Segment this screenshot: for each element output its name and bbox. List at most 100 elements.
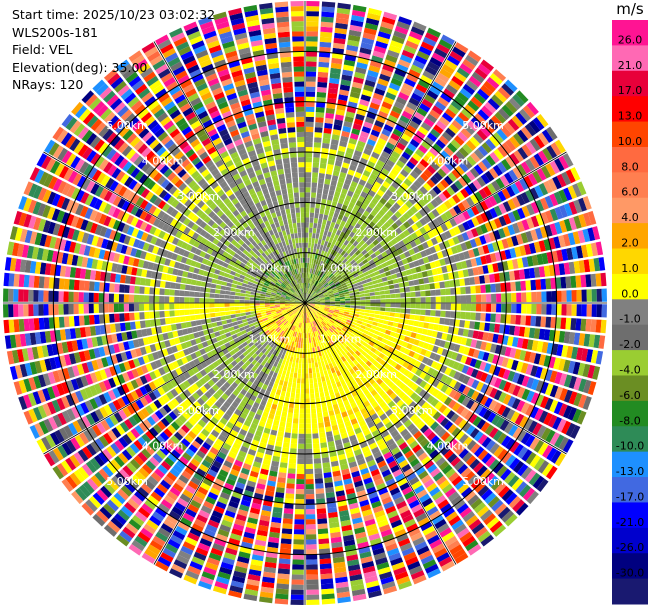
velocity-bin xyxy=(511,115,524,128)
velocity-bin xyxy=(353,328,359,333)
velocity-bin xyxy=(325,300,331,302)
velocity-bin xyxy=(351,227,358,234)
velocity-bin xyxy=(269,470,278,477)
velocity-bin xyxy=(417,79,430,89)
velocity-bin xyxy=(365,143,374,151)
velocity-bin xyxy=(379,524,391,533)
velocity-bin xyxy=(314,304,320,306)
velocity-bin xyxy=(424,316,431,323)
velocity-bin xyxy=(403,221,411,229)
velocity-bin xyxy=(277,477,286,484)
velocity-bin xyxy=(424,530,438,541)
velocity-bin xyxy=(359,99,370,107)
velocity-bin xyxy=(388,412,397,421)
velocity-bin xyxy=(406,234,414,243)
velocity-bin xyxy=(360,424,369,432)
velocity-bin xyxy=(306,564,318,570)
velocity-bin xyxy=(374,330,381,336)
velocity-bin xyxy=(469,428,480,439)
velocity-bin xyxy=(381,338,388,344)
velocity-bin xyxy=(352,338,358,344)
velocity-bin xyxy=(311,342,315,348)
velocity-bin xyxy=(347,343,354,350)
velocity-bin xyxy=(279,421,286,428)
velocity-bin xyxy=(309,299,315,302)
velocity-bin xyxy=(462,143,473,155)
velocity-bin xyxy=(350,341,356,347)
velocity-bin xyxy=(469,136,481,148)
velocity-bin xyxy=(412,193,421,202)
velocity-bin xyxy=(289,448,297,454)
velocity-bin xyxy=(366,265,373,271)
velocity-bin xyxy=(349,574,363,582)
velocity-bin xyxy=(565,422,576,437)
velocity-bin xyxy=(319,162,327,169)
velocity-bin xyxy=(468,182,478,193)
velocity-bin xyxy=(552,416,562,430)
velocity-bin xyxy=(426,239,434,248)
velocity-bin xyxy=(311,268,314,274)
velocity-bin xyxy=(374,310,381,315)
velocity-bin xyxy=(345,303,351,306)
velocity-bin xyxy=(530,315,537,327)
velocity-bin xyxy=(423,428,433,438)
velocity-bin xyxy=(462,328,469,337)
velocity-bin xyxy=(359,551,372,559)
velocity-bin xyxy=(400,182,409,191)
velocity-bin xyxy=(354,336,360,342)
velocity-bin xyxy=(303,313,305,319)
velocity-bin xyxy=(512,166,523,179)
velocity-bin xyxy=(339,390,346,397)
velocity-bin xyxy=(292,549,304,555)
velocity-bin xyxy=(387,482,398,492)
velocity-bin xyxy=(362,318,369,323)
velocity-bin xyxy=(381,262,388,268)
velocity-bin xyxy=(308,296,313,300)
velocity-bin xyxy=(529,138,541,152)
velocity-bin xyxy=(259,596,273,604)
velocity-bin xyxy=(405,308,411,314)
velocity-bin xyxy=(475,256,483,266)
velocity-bin xyxy=(370,303,376,307)
velocity-bin xyxy=(326,168,333,175)
velocity-bin xyxy=(519,350,527,361)
velocity-bin xyxy=(490,283,496,293)
velocity-bin xyxy=(470,116,483,128)
velocity-bin xyxy=(421,401,430,411)
velocity-bin xyxy=(367,249,374,256)
velocity-bin xyxy=(367,350,374,357)
velocity-bin xyxy=(404,490,415,500)
velocity-bin xyxy=(361,509,373,517)
velocity-bin xyxy=(438,324,445,332)
velocity-bin xyxy=(387,87,399,96)
velocity-bin xyxy=(475,370,484,380)
velocity-bin xyxy=(413,320,420,327)
velocity-bin xyxy=(377,254,384,260)
velocity-bin xyxy=(501,406,511,418)
velocity-bin xyxy=(322,235,327,241)
velocity-bin xyxy=(328,226,334,233)
velocity-bin xyxy=(314,296,319,299)
velocity-bin xyxy=(546,447,558,461)
velocity-bin xyxy=(457,270,464,278)
velocity-bin xyxy=(448,399,457,409)
velocity-bin xyxy=(354,427,362,435)
velocity-bin xyxy=(314,300,320,302)
velocity-bin xyxy=(311,291,316,296)
velocity-bin xyxy=(353,344,360,350)
velocity-bin xyxy=(509,457,521,470)
velocity-bin xyxy=(404,106,415,116)
velocity-bin xyxy=(316,402,322,409)
velocity-bin xyxy=(276,583,289,590)
velocity-bin xyxy=(315,122,324,128)
velocity-bin xyxy=(307,307,311,312)
velocity-bin xyxy=(539,226,548,239)
velocity-bin xyxy=(309,317,312,323)
velocity-bin xyxy=(402,237,410,245)
velocity-bin xyxy=(316,264,320,271)
velocity-bin xyxy=(525,189,535,202)
velocity-bin xyxy=(444,230,452,239)
velocity-bin xyxy=(336,317,342,322)
velocity-bin xyxy=(396,159,405,169)
velocity-bin xyxy=(389,331,396,337)
